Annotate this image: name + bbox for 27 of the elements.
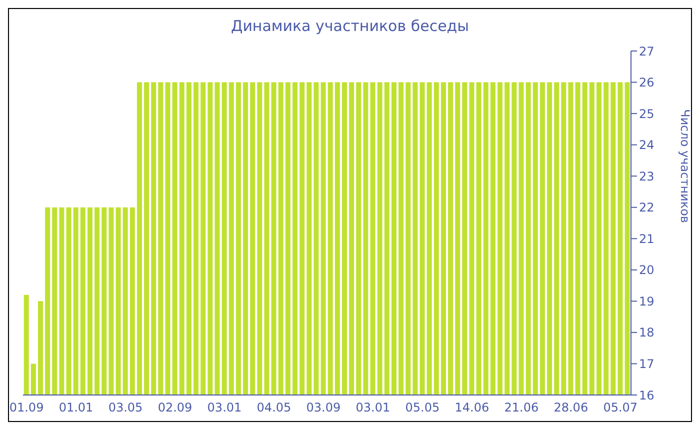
y-tick-label: 25	[639, 106, 654, 121]
y-tick-label: 21	[639, 232, 654, 246]
x-tick-label: 14.06	[454, 400, 490, 415]
x-tick-label: 04.05	[256, 400, 292, 415]
x-tick-label: 21.06	[504, 400, 539, 415]
y-tick-label: 26	[639, 76, 654, 90]
y-tick-label: 27	[639, 44, 654, 58]
y-tick-label: 22	[639, 200, 654, 215]
x-tick-label: 28.06	[554, 400, 588, 415]
y-tick-label: 23	[639, 169, 654, 184]
x-tick-label: 05.07	[603, 400, 638, 415]
x-tick-label: 05.05	[405, 400, 440, 415]
y-tick-label: 17	[639, 356, 654, 371]
y-tick-label: 18	[639, 326, 654, 340]
x-tick-label: 03.05	[108, 400, 143, 415]
chart-title: Динамика участников беседы	[230, 16, 470, 37]
x-tick-label: 03.09	[306, 400, 341, 415]
y-tick-label: 24	[639, 138, 654, 152]
x-tick-label: 02.09	[158, 400, 192, 415]
x-tick-label: 03.01	[207, 400, 242, 415]
y-tick-label: 19	[639, 294, 654, 308]
x-tick-label: 01.09	[9, 400, 44, 415]
x-tick-label: 03.01	[356, 400, 390, 415]
y-tick-label: 16	[639, 388, 654, 402]
x-tick-label: 01.01	[58, 400, 94, 415]
y-axis-title: Число участников	[678, 109, 692, 223]
y-tick-label: 20	[639, 263, 654, 278]
